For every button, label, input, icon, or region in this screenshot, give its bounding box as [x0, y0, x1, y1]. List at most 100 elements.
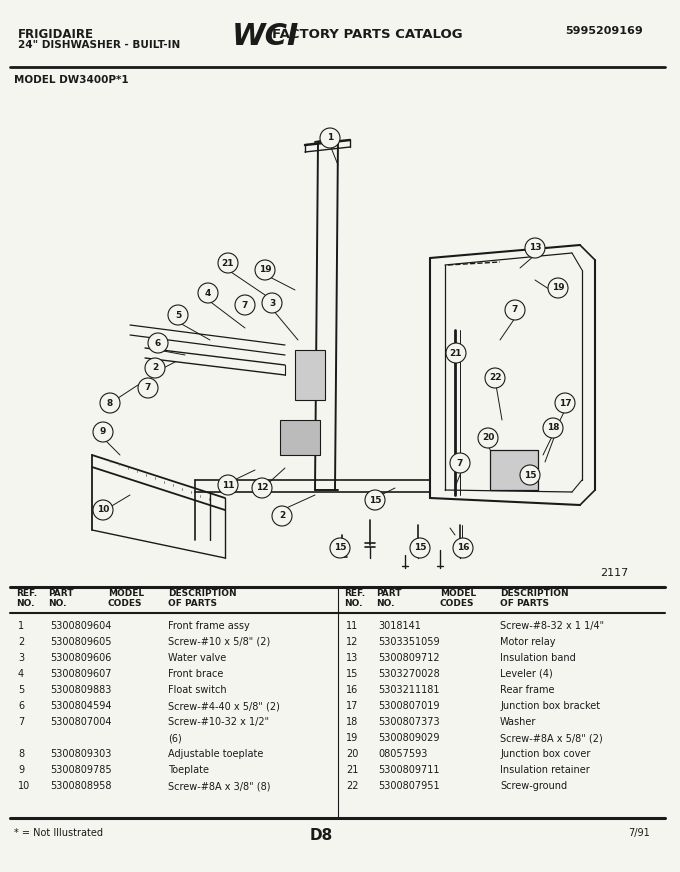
Text: 21: 21: [222, 258, 234, 268]
Text: Adjustable toeplate: Adjustable toeplate: [168, 749, 263, 759]
FancyBboxPatch shape: [490, 450, 538, 490]
Text: DESCRIPTION
OF PARTS: DESCRIPTION OF PARTS: [168, 589, 237, 609]
Text: Washer: Washer: [500, 717, 537, 727]
Text: FRIGIDAIRE: FRIGIDAIRE: [18, 28, 94, 41]
Text: Junction box cover: Junction box cover: [500, 749, 590, 759]
Text: Rear frame: Rear frame: [500, 685, 554, 695]
Circle shape: [145, 358, 165, 378]
Text: Front frame assy: Front frame assy: [168, 621, 250, 631]
Text: Front brace: Front brace: [168, 669, 223, 679]
Circle shape: [252, 478, 272, 498]
Circle shape: [235, 295, 255, 315]
Text: 5300809605: 5300809605: [50, 637, 112, 647]
Text: Screw-#8A x 3/8" (8): Screw-#8A x 3/8" (8): [168, 781, 271, 791]
Text: 4: 4: [205, 289, 211, 297]
Text: MODEL
CODES: MODEL CODES: [440, 589, 476, 609]
Text: 7: 7: [18, 717, 24, 727]
Text: 5300807004: 5300807004: [50, 717, 112, 727]
Circle shape: [218, 475, 238, 495]
Text: 2: 2: [18, 637, 24, 647]
Text: Screw-#4-40 x 5/8" (2): Screw-#4-40 x 5/8" (2): [168, 701, 280, 711]
Text: 5300808958: 5300808958: [50, 781, 112, 791]
Text: 08057593: 08057593: [378, 749, 427, 759]
Text: FACTORY PARTS CATALOG: FACTORY PARTS CATALOG: [272, 28, 462, 41]
Text: 16: 16: [346, 685, 358, 695]
Text: DESCRIPTION
OF PARTS: DESCRIPTION OF PARTS: [500, 589, 568, 609]
Text: 9: 9: [18, 765, 24, 775]
Text: 11: 11: [346, 621, 358, 631]
Circle shape: [272, 506, 292, 526]
Text: 5300809607: 5300809607: [50, 669, 112, 679]
Text: Screw-ground: Screw-ground: [500, 781, 567, 791]
Text: 10: 10: [97, 506, 109, 514]
Circle shape: [525, 238, 545, 258]
Text: Insulation band: Insulation band: [500, 653, 576, 663]
Text: PART
NO.: PART NO.: [376, 589, 401, 609]
Text: REF.
NO.: REF. NO.: [16, 589, 37, 609]
Text: 11: 11: [222, 480, 234, 489]
Circle shape: [138, 378, 158, 398]
Text: 20: 20: [482, 433, 494, 442]
Circle shape: [148, 333, 168, 353]
Circle shape: [93, 500, 113, 520]
Text: Motor relay: Motor relay: [500, 637, 556, 647]
Text: 1: 1: [327, 133, 333, 142]
Text: 8: 8: [18, 749, 24, 759]
Text: 9: 9: [100, 427, 106, 437]
Text: 3: 3: [269, 298, 275, 308]
Circle shape: [450, 453, 470, 473]
Text: 22: 22: [346, 781, 358, 791]
Text: 3: 3: [18, 653, 24, 663]
Text: 16: 16: [457, 543, 469, 553]
Text: 5300807373: 5300807373: [378, 717, 440, 727]
Text: 15: 15: [524, 471, 537, 480]
Text: 4: 4: [18, 669, 24, 679]
Text: 5300807951: 5300807951: [378, 781, 440, 791]
Circle shape: [100, 393, 120, 413]
Text: 5300809785: 5300809785: [50, 765, 112, 775]
Text: MODEL DW3400P*1: MODEL DW3400P*1: [14, 75, 129, 85]
Text: 10: 10: [18, 781, 30, 791]
Text: 8: 8: [107, 399, 113, 407]
Text: 5300809303: 5300809303: [50, 749, 112, 759]
Text: PART
NO.: PART NO.: [48, 589, 73, 609]
Text: 15: 15: [346, 669, 358, 679]
Circle shape: [543, 418, 563, 438]
Text: Screw-#10 x 5/8" (2): Screw-#10 x 5/8" (2): [168, 637, 270, 647]
Text: 1: 1: [18, 621, 24, 631]
Circle shape: [478, 428, 498, 448]
Circle shape: [453, 538, 473, 558]
Text: Leveler (4): Leveler (4): [500, 669, 553, 679]
Text: 17: 17: [559, 399, 571, 407]
Text: 7: 7: [242, 301, 248, 310]
Text: 2: 2: [279, 512, 285, 521]
Circle shape: [410, 538, 430, 558]
Text: 15: 15: [413, 543, 426, 553]
Text: 18: 18: [547, 424, 559, 433]
Text: Insulation retainer: Insulation retainer: [500, 765, 590, 775]
Text: Screw-#10-32 x 1/2": Screw-#10-32 x 1/2": [168, 717, 269, 727]
Text: 24" DISHWASHER - BUILT-IN: 24" DISHWASHER - BUILT-IN: [18, 40, 180, 50]
Text: Junction box bracket: Junction box bracket: [500, 701, 600, 711]
Text: 7: 7: [457, 459, 463, 467]
Text: 13: 13: [346, 653, 358, 663]
Text: 5300804594: 5300804594: [50, 701, 112, 711]
Text: 12: 12: [256, 483, 268, 493]
Text: 18: 18: [346, 717, 358, 727]
Circle shape: [520, 465, 540, 485]
Text: Water valve: Water valve: [168, 653, 226, 663]
Text: 5303351059: 5303351059: [378, 637, 440, 647]
Text: (6): (6): [168, 733, 182, 743]
Text: 22: 22: [489, 373, 501, 383]
Text: Screw-#8A x 5/8" (2): Screw-#8A x 5/8" (2): [500, 733, 602, 743]
Text: 5300809712: 5300809712: [378, 653, 440, 663]
Text: 5300809606: 5300809606: [50, 653, 112, 663]
Circle shape: [198, 283, 218, 303]
Text: 17: 17: [346, 701, 358, 711]
Text: 6: 6: [155, 338, 161, 348]
Text: 19: 19: [258, 265, 271, 275]
Text: 5303270028: 5303270028: [378, 669, 440, 679]
Text: 12: 12: [346, 637, 358, 647]
Circle shape: [555, 393, 575, 413]
Text: 5300809711: 5300809711: [378, 765, 439, 775]
